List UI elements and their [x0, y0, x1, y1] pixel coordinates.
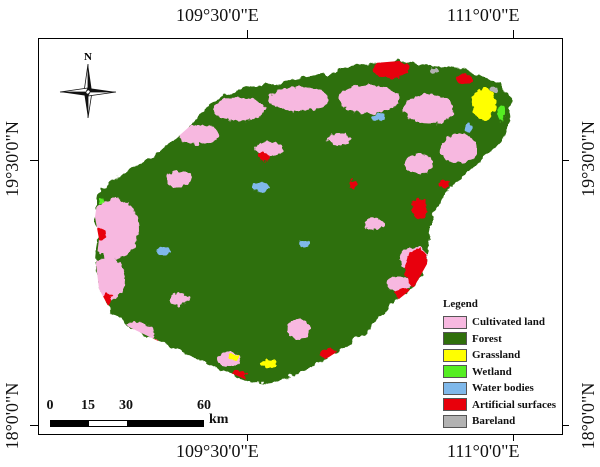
tick-left-lower: [30, 425, 38, 426]
legend-label: Cultivated land: [472, 316, 546, 329]
land-cover-map: [95, 61, 511, 384]
scale-bar-graphic: [50, 420, 204, 427]
north-arrow-icon: N: [59, 51, 117, 119]
scale-label-0: 0: [46, 398, 54, 413]
legend-swatch: [443, 348, 467, 362]
legend-swatch: [443, 414, 467, 428]
lat-label-right-lower: 18°0'0"N: [578, 382, 598, 450]
legend-label: Artificial surfaces: [472, 398, 556, 411]
scale-label-30: 30: [119, 398, 133, 413]
north-label: N: [84, 51, 92, 63]
legend: Legend Cultivated land Forest Grassland Wet…: [443, 298, 563, 430]
legend-item: Artificial surfaces: [443, 397, 563, 414]
lon-label-bottom-right: 111°0'0"E: [447, 441, 520, 461]
legend-swatch: [443, 365, 467, 379]
legend-item: Water bodies: [443, 380, 563, 397]
lat-label-right-upper: 19°30'0"N: [578, 121, 598, 197]
tick-right-upper: [563, 160, 569, 161]
legend-title: Legend: [443, 298, 478, 310]
legend-item: Forest: [443, 331, 563, 348]
legend-label: Forest: [472, 332, 502, 345]
legend-label: Water bodies: [472, 382, 534, 395]
tick-right-lower: [563, 425, 569, 426]
tick-bottom-right: [513, 435, 514, 441]
scale-label-15: 15: [81, 398, 95, 413]
lat-label-left-lower: 18°0'0"N: [2, 382, 22, 450]
legend-label: Wetland: [472, 365, 512, 378]
lat-label-left-upper: 19°30'0"N: [2, 121, 22, 197]
legend-item: Cultivated land: [443, 314, 563, 331]
tick-top-left: [247, 30, 248, 38]
legend-label: Grassland: [472, 349, 521, 362]
legend-swatch: [443, 381, 467, 395]
grassland-patches: [228, 88, 496, 368]
tick-left-upper: [30, 160, 38, 161]
tick-bottom-left: [247, 435, 248, 441]
legend-item: Grassland: [443, 347, 563, 364]
lon-label-top-left: 109°30'0"E: [176, 5, 259, 25]
legend-swatch: [443, 332, 467, 346]
tick-top-right: [513, 30, 514, 38]
lon-label-bottom-left: 109°30'0"E: [176, 441, 259, 461]
scale-label-60: 60: [197, 398, 211, 413]
wetland-patches: [98, 106, 505, 204]
legend-swatch: [443, 398, 467, 412]
scale-bar: 0 15 30 60 km: [44, 396, 234, 432]
legend-swatch: [443, 315, 467, 329]
bareland-patches: [429, 68, 498, 92]
lon-label-top-right: 111°0'0"E: [447, 5, 520, 25]
scale-unit: km: [209, 412, 229, 427]
legend-item: Bareland: [443, 413, 563, 430]
map-frame: [38, 38, 563, 435]
legend-item: Wetland: [443, 364, 563, 381]
legend-label: Bareland: [472, 415, 516, 428]
